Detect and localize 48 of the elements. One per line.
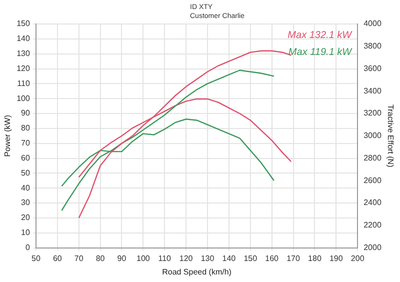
y-tick-label: 20 bbox=[21, 213, 30, 222]
x-tick-label: 140 bbox=[222, 254, 236, 263]
y2-tick-label: 3600 bbox=[364, 64, 382, 73]
x-tick-label: 130 bbox=[200, 254, 215, 263]
y-tick-label: 140 bbox=[16, 34, 30, 44]
y-tick-label: 110 bbox=[17, 78, 30, 88]
text: Max 119.1 kW bbox=[288, 47, 354, 58]
x-tick-label: 160 bbox=[265, 254, 280, 263]
y2-tick-label: 4000 bbox=[364, 19, 382, 28]
y-tick-label: 40 bbox=[21, 183, 30, 192]
y2-tick-label: 2400 bbox=[364, 198, 382, 208]
y-tick-label: 10 bbox=[21, 228, 30, 238]
x-tick-label: 180 bbox=[308, 254, 322, 263]
x-tick-label: 190 bbox=[329, 254, 344, 263]
x-axis-title: Road Speed (km/h) bbox=[162, 267, 232, 276]
x-tick-label: 150 bbox=[244, 254, 258, 263]
x-tick-label: 170 bbox=[286, 254, 300, 263]
y-tick-label: 60 bbox=[21, 153, 30, 162]
y2-tick-label: 2800 bbox=[364, 153, 382, 162]
x-tick-label: 50 bbox=[31, 254, 41, 263]
y-tick-label: 150 bbox=[16, 19, 30, 28]
y2-tick-label: 2200 bbox=[364, 220, 382, 230]
y2-tick-label: 2600 bbox=[364, 176, 382, 185]
y2-tick-label: 2000 bbox=[364, 243, 382, 252]
y-tick-label: 70 bbox=[21, 138, 30, 148]
y-axis-title: Power (kW) bbox=[3, 114, 12, 157]
y2-tick-label: 3800 bbox=[364, 42, 382, 51]
y-tick-label: 0 bbox=[25, 243, 30, 252]
x-tick-label: 110 bbox=[158, 254, 172, 263]
y2-axis-title: Tractive Effort (N) bbox=[386, 104, 395, 168]
y-tick-label: 80 bbox=[21, 124, 30, 133]
y-tick-label: 30 bbox=[21, 198, 30, 208]
series-label: Max 132.1 kW bbox=[288, 30, 354, 41]
y-tick-label: 50 bbox=[21, 168, 30, 178]
y-tick-label: 100 bbox=[16, 94, 30, 103]
x-tick-label: 80 bbox=[96, 254, 106, 263]
y2-tick-label: 3200 bbox=[364, 108, 382, 118]
y-tick-label: 120 bbox=[16, 64, 30, 73]
x-tick-label: 60 bbox=[52, 254, 62, 263]
y-tick-label: 90 bbox=[21, 108, 30, 118]
x-tick-label: 90 bbox=[117, 254, 127, 263]
x-tick-label: 120 bbox=[179, 254, 194, 263]
y2-tick-label: 3400 bbox=[364, 86, 382, 96]
x-tick-label: 200 bbox=[350, 254, 365, 263]
y2-tick-label: 3000 bbox=[364, 131, 382, 140]
y-tick-label: 130 bbox=[16, 49, 30, 58]
x-tick-label: 100 bbox=[136, 254, 150, 263]
x-tick-label: 70 bbox=[74, 254, 84, 263]
